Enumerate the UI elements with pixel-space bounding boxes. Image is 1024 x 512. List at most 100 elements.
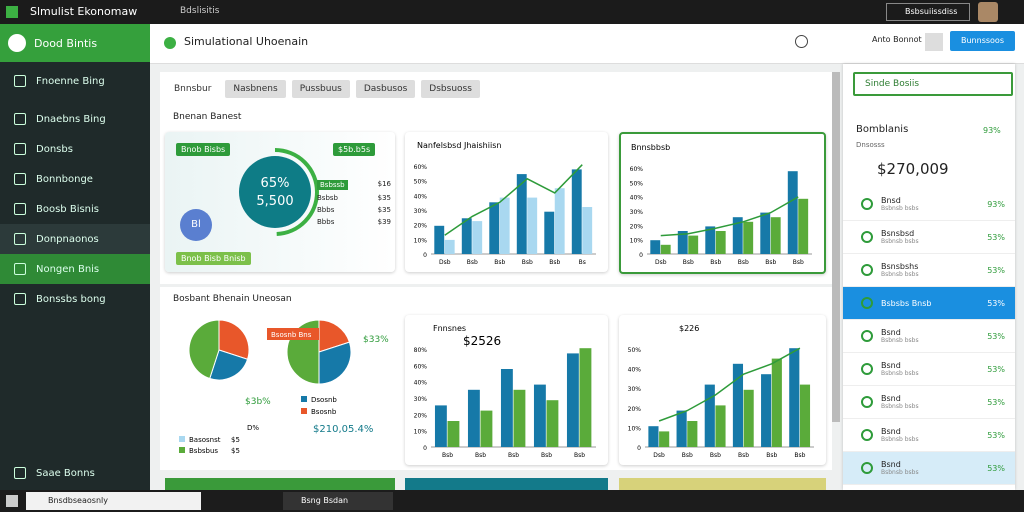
window-tab[interactable]: Bdslisitis <box>180 6 220 16</box>
row-text: Bsnd Bsbnsb bsbs <box>881 427 979 443</box>
tag: $5b.b5s <box>333 143 376 156</box>
x-tick-label: Dsb <box>653 452 665 459</box>
row-value: 53% <box>987 298 1005 308</box>
row-name: Bsnd <box>881 394 901 403</box>
list-row[interactable]: Bsnd Bsbnsb bsbs 53% <box>843 452 1015 485</box>
y-tick-label: 60% <box>414 363 428 370</box>
taskbar: Bnsdbseaosnly Bsng Bsdan <box>0 490 1024 512</box>
menu-item[interactable]: Fnoenne Bing <box>0 66 150 96</box>
bar <box>500 369 513 447</box>
tab[interactable]: Dasbusos <box>355 80 416 98</box>
x-tick-label: Bsb <box>682 452 693 459</box>
list-row[interactable]: Bsnsbsd Bsbnsb bsbs 53% <box>843 221 1015 254</box>
x-tick-label: Dsb <box>655 259 667 266</box>
x-tick-label: Dsb <box>439 259 451 266</box>
row-sub: Bsbnsb bsbs <box>881 469 919 476</box>
trend-line <box>444 164 583 236</box>
row-sub: Bsbnsb bsbs <box>881 370 919 377</box>
panel-subtitle: Dnsosss <box>856 141 885 149</box>
menu-item[interactable]: Dnaebns Bing <box>0 104 150 134</box>
row-name: Bsnd <box>881 427 901 436</box>
legend-value: $16 <box>377 180 391 188</box>
avatar[interactable] <box>978 2 998 22</box>
taskbar-app[interactable]: Bsng Bsdan <box>283 492 393 510</box>
tag: Bnob Bisbs <box>176 143 231 156</box>
y-tick-label: 10% <box>414 429 428 436</box>
legend-row: Bbbs $35 <box>317 206 391 214</box>
x-tick-label: Bsb <box>442 452 453 459</box>
row-icon <box>861 462 873 474</box>
menu-item[interactable]: Nongen Bnis <box>0 254 150 284</box>
y-tick-label: 0 <box>637 445 641 452</box>
x-tick-label: Bsb <box>574 452 585 459</box>
row-value: 53% <box>987 265 1005 275</box>
y-tick-label: 40% <box>630 195 644 202</box>
menu-icon <box>14 203 26 215</box>
menu-icon <box>14 113 26 125</box>
start[interactable] <box>6 495 18 507</box>
bar <box>579 348 592 447</box>
chart-card: Fnnsnes $2526 80% 60% 40% 30% 20% 10% 0 Bsb Bsb Bsb… <box>405 315 608 465</box>
bar <box>743 389 754 447</box>
header: Simulational Uhoenain Anto Bonnot Bunnss… <box>150 24 1024 64</box>
help-icon[interactable] <box>795 35 808 48</box>
pie-slice <box>318 341 352 385</box>
menu-icon <box>14 263 26 275</box>
row-icon <box>861 297 873 309</box>
row-name: Bnsd <box>881 196 901 205</box>
row-value: 53% <box>987 463 1005 473</box>
section-title: Bnenan Banest <box>173 112 242 122</box>
menu-item[interactable]: Donsbs <box>0 134 150 164</box>
menu-footer[interactable]: Saae Bonns <box>0 458 150 488</box>
y-tick-label: 40% <box>414 380 428 387</box>
menu-icon <box>14 293 26 305</box>
list-row[interactable]: Bsbsbs Bnsb 53% <box>843 287 1015 320</box>
search[interactable]: Anto Bonnot <box>872 35 922 44</box>
small-label: D% <box>247 424 259 432</box>
account[interactable]: Bsbsuiissdiss <box>886 3 970 21</box>
donut: 65% 5,500 <box>231 148 319 236</box>
row-text: Bsnd Bsbnsb bsbs <box>881 361 979 377</box>
legend-label: Bsbsbus <box>189 447 218 455</box>
row-name: Bsnsbsd <box>881 229 915 238</box>
tab[interactable]: Nasbnens <box>225 80 286 98</box>
menu-item[interactable]: Boosb Bisnis <box>0 194 150 224</box>
panel-button[interactable]: Sinde Bosiis <box>853 72 1013 96</box>
chart-value: $2526 <box>463 334 501 348</box>
tab[interactable]: Bnnsbur <box>166 80 220 98</box>
list-row[interactable]: Bsnd Bsbnsb bsbs 53% <box>843 353 1015 386</box>
legend-tag: Bbbs <box>317 206 335 214</box>
row-value: 53% <box>987 364 1005 374</box>
list-row[interactable]: Bsnsbshs Bsbnsb bsbs 53% <box>843 254 1015 287</box>
bar <box>660 244 671 254</box>
kpi-percent: 65% <box>261 176 290 191</box>
flag[interactable] <box>925 33 943 51</box>
menu-item[interactable]: Bonnbonge <box>0 164 150 194</box>
menu-item[interactable]: Donpnaonos <box>0 224 150 254</box>
row-sub: Bsbnsb bsbs <box>881 337 919 344</box>
row-icon <box>861 396 873 408</box>
menu-item[interactable]: Bonssbs bong <box>0 284 150 314</box>
list-row[interactable]: Bsnd Bsbnsb bsbs 53% <box>843 386 1015 419</box>
strip <box>165 478 395 490</box>
bar <box>705 226 716 254</box>
primary-button[interactable]: Bunnssoos <box>950 31 1015 51</box>
taskbar-search[interactable]: Bnsdbseaosnly <box>26 492 201 510</box>
tab[interactable]: Dsbsuoss <box>421 80 480 98</box>
scrollbar[interactable] <box>832 72 840 422</box>
small-label: $5 <box>231 436 240 444</box>
x-tick-label: Bsb <box>467 259 478 266</box>
menu-label: Dnaebns Bing <box>36 113 106 125</box>
list-row[interactable]: Bnsd Bsbnsb bsbs 93% <box>843 188 1015 221</box>
tab[interactable]: Pussbuus <box>291 80 350 98</box>
pie-label: $3b% <box>245 397 271 407</box>
right-panel: Sinde Bosiis Bomblanis 93% Dnsosss $270,… <box>843 64 1015 490</box>
list-row[interactable]: Bsnd Bsbnsb bsbs 53% <box>843 320 1015 353</box>
y-tick-label: 60% <box>414 164 428 171</box>
x-tick-label: Bsb <box>475 452 486 459</box>
x-tick-label: Bsb <box>710 452 721 459</box>
legend-row: Bbbs $39 <box>317 218 391 226</box>
legend-row: Bsbsb $35 <box>317 194 391 202</box>
panel-total: $270,009 <box>877 160 949 178</box>
list-row[interactable]: Bsnd Bsbnsb bsbs 53% <box>843 419 1015 452</box>
